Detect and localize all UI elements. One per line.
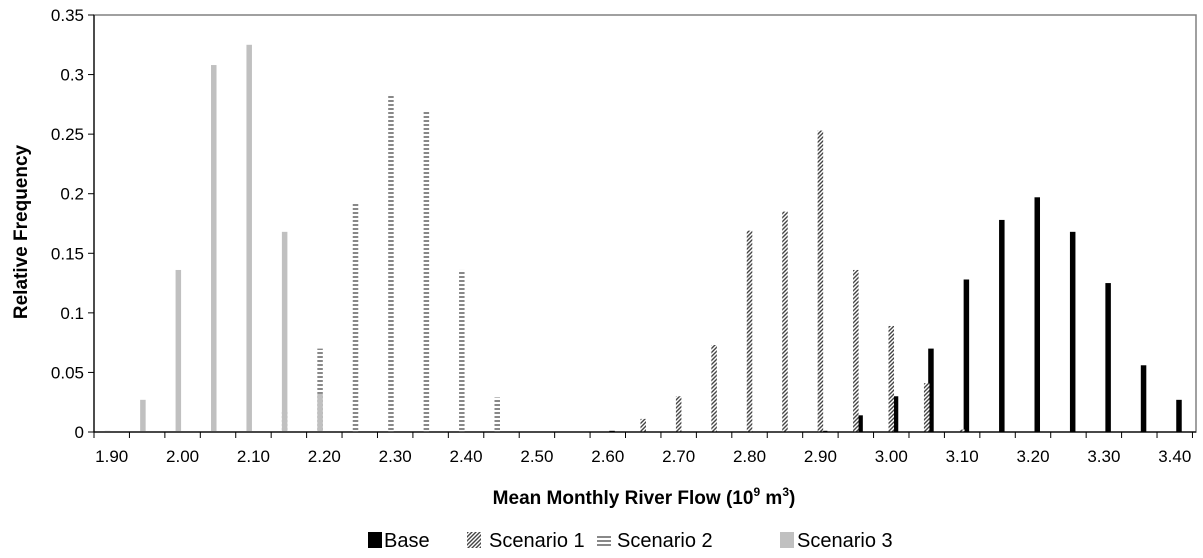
legend-swatch-base — [368, 532, 382, 548]
bar — [747, 231, 753, 432]
bar — [282, 232, 288, 432]
legend-swatch-scenario-1 — [467, 532, 481, 548]
bar — [494, 397, 500, 432]
x-axis: 1.90 2.00 2.10 2.20 2.30 2.40 2.50 2.60 2.70 2.80… — [94, 432, 1196, 466]
bar — [459, 270, 465, 432]
bar — [1035, 197, 1041, 432]
x-axis-title-unit: m — [760, 488, 782, 509]
bar — [818, 131, 824, 432]
bar — [676, 396, 682, 432]
bar — [1176, 400, 1182, 432]
y-tick-label: 0.3 — [60, 66, 84, 85]
legend-item-scenario-1: Scenario 1 — [467, 530, 585, 552]
x-tick-label: 2.60 — [591, 447, 624, 466]
series-base — [609, 197, 1203, 432]
y-tick-label: 0.1 — [60, 304, 84, 323]
bar — [640, 419, 646, 432]
bar — [964, 279, 970, 432]
x-tick-label: 2.10 — [237, 447, 270, 466]
bar — [353, 203, 359, 432]
x-axis-title: Mean Monthly River Flow (109 m3) — [493, 485, 796, 509]
x-tick-label: 3.00 — [875, 447, 908, 466]
bar — [1105, 283, 1111, 432]
y-tick-label: 0.35 — [51, 6, 84, 25]
legend-label-scenario-1: Scenario 1 — [489, 530, 585, 552]
bar — [424, 112, 430, 432]
legend-label-scenario-3: Scenario 3 — [797, 530, 893, 552]
x-tick-label: 3.30 — [1087, 447, 1120, 466]
x-tick-label: 2.20 — [308, 447, 341, 466]
bar — [889, 326, 895, 432]
y-tick-label: 0.2 — [60, 185, 84, 204]
legend: Base Scenario 1 Scenario 2 Scenario 3 — [368, 530, 893, 552]
y-axis: 0 0.05 0.1 0.15 0.2 0.25 0.3 0.35 — [51, 6, 94, 442]
bar — [176, 270, 182, 432]
x-tick-label: 2.80 — [733, 447, 766, 466]
x-tick-label: 2.30 — [379, 447, 412, 466]
x-tick-label: 2.00 — [166, 447, 199, 466]
x-tick-label: 2.90 — [804, 447, 837, 466]
x-tick-label: 2.40 — [450, 447, 483, 466]
x-tick-label: 2.70 — [662, 447, 695, 466]
legend-item-scenario-3: Scenario 3 — [780, 530, 893, 552]
y-tick-label: 0.05 — [51, 363, 84, 382]
series-scenario-1 — [640, 131, 964, 432]
plot-area — [94, 15, 1203, 432]
y-tick-label: 0 — [75, 423, 84, 442]
x-tick-label: 3.20 — [1016, 447, 1049, 466]
bar — [211, 65, 217, 432]
legend-item-base: Base — [368, 530, 430, 552]
series-scenario-2 — [282, 95, 500, 432]
bar — [388, 95, 394, 432]
y-tick-label: 0.15 — [51, 244, 84, 263]
bar — [711, 345, 717, 432]
legend-item-scenario-2: Scenario 2 — [597, 530, 713, 552]
legend-swatch-scenario-3 — [780, 532, 794, 548]
x-tick-label: 3.40 — [1158, 447, 1191, 466]
bar — [1141, 365, 1147, 432]
plot-frame — [94, 15, 1196, 432]
bar — [317, 394, 323, 432]
legend-label-base: Base — [384, 530, 430, 552]
bar — [1070, 232, 1076, 432]
bar — [246, 45, 252, 432]
bar — [924, 383, 930, 432]
x-axis-title-close: ) — [789, 488, 795, 509]
x-axis-title-text: Mean Monthly River Flow (10 — [493, 488, 754, 509]
bar — [140, 400, 146, 432]
series-scenario-3 — [105, 45, 323, 432]
legend-swatch-scenario-2 — [597, 534, 611, 546]
x-tick-label: 2.50 — [520, 447, 553, 466]
legend-label-scenario-2: Scenario 2 — [617, 530, 713, 552]
y-axis-title: Relative Frequency — [11, 144, 32, 319]
x-tick-label: 1.90 — [95, 447, 128, 466]
bar — [999, 220, 1005, 432]
bar — [853, 270, 859, 432]
bar — [782, 212, 788, 432]
x-tick-label: 3.10 — [946, 447, 979, 466]
y-tick-label: 0.25 — [51, 125, 84, 144]
